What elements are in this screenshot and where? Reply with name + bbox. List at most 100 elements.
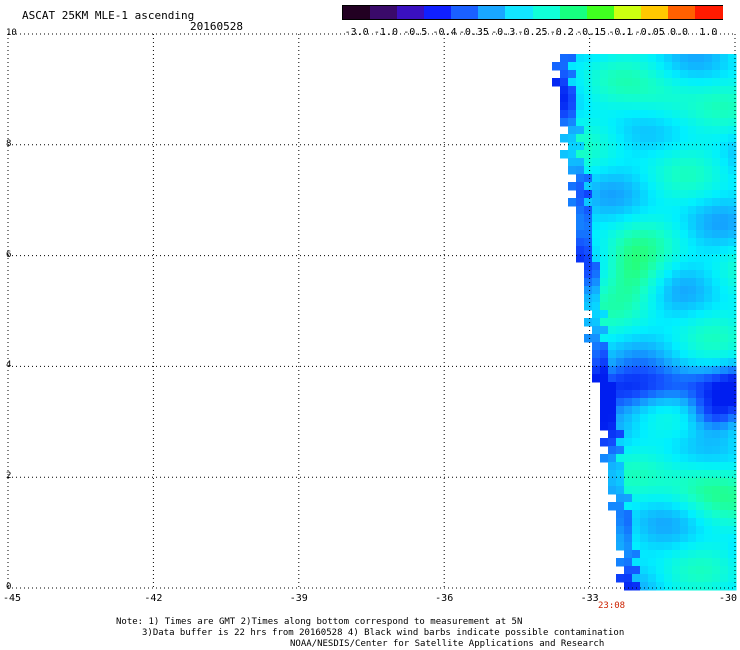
swath-cell — [672, 510, 681, 519]
swath-cell — [640, 534, 649, 543]
colorbar-label: -0.1 — [608, 27, 633, 38]
swath-cell — [656, 414, 665, 423]
swath-cell — [696, 310, 705, 319]
swath-cell — [672, 502, 681, 511]
swath-cell — [608, 310, 617, 319]
swath-cell — [664, 254, 673, 263]
swath-cell — [616, 326, 625, 335]
swath-cell — [720, 502, 729, 511]
swath-cell — [680, 222, 689, 231]
swath-cell — [712, 262, 721, 271]
swath-cell — [696, 126, 705, 135]
swath-cell — [704, 574, 713, 583]
swath-cell — [688, 430, 697, 439]
swath-cell — [648, 374, 657, 383]
swath-cell — [712, 558, 721, 567]
swath-cell — [608, 486, 617, 495]
swath-cell — [728, 582, 737, 591]
swath-cell — [608, 174, 617, 183]
swath-cell — [592, 198, 601, 207]
swath-cell — [648, 406, 657, 415]
swath-cell — [592, 158, 601, 167]
swath-cell — [688, 478, 697, 487]
swath-cell — [712, 358, 721, 367]
swath-cell — [712, 462, 721, 471]
swath-cell — [712, 518, 721, 527]
swath-cell — [728, 110, 737, 119]
swath-cell — [608, 430, 617, 439]
swath-cell — [696, 422, 705, 431]
swath-cell — [624, 414, 633, 423]
swath-cell — [688, 278, 697, 287]
swath-cell — [656, 206, 665, 215]
swath-cell — [640, 94, 649, 103]
swath-cell — [568, 118, 577, 127]
swath-cell — [648, 70, 657, 79]
swath-cell — [608, 270, 617, 279]
swath-cell — [632, 182, 641, 191]
swath-cell — [568, 94, 577, 103]
swath-cell — [624, 582, 633, 591]
swath-cell — [672, 518, 681, 527]
swath-cell — [656, 430, 665, 439]
swath-cell — [640, 366, 649, 375]
swath-cell — [672, 326, 681, 335]
swath-cell — [632, 118, 641, 127]
swath-cell — [688, 294, 697, 303]
swath-cell — [704, 118, 713, 127]
swath-cell — [656, 358, 665, 367]
swath-cell — [608, 406, 617, 415]
swath-cell — [704, 110, 713, 119]
swath-cell — [704, 462, 713, 471]
swath-cell — [672, 270, 681, 279]
swath-cell — [616, 278, 625, 287]
swath-cell — [672, 422, 681, 431]
swath-cell — [704, 390, 713, 399]
swath-cell — [720, 374, 729, 383]
swath-cell — [728, 86, 737, 95]
swath-cell — [696, 230, 705, 239]
swath-cell — [624, 94, 633, 103]
swath-cell — [648, 166, 657, 175]
swath-cell — [712, 238, 721, 247]
swath-cell — [648, 518, 657, 527]
swath-cell — [688, 374, 697, 383]
swath-cell — [672, 254, 681, 263]
swath-cell — [616, 54, 625, 63]
swath-cell — [712, 534, 721, 543]
swath-cell — [576, 62, 585, 71]
swath-cell — [624, 134, 633, 143]
swath-cell — [632, 102, 641, 111]
swath-cell — [688, 518, 697, 527]
swath-cell — [672, 54, 681, 63]
swath-cell — [680, 86, 689, 95]
colorbar-label: -0.5 — [403, 27, 428, 38]
swath-cell — [696, 182, 705, 191]
swath-cell — [656, 238, 665, 247]
colorbar-label: 1.0 — [699, 27, 718, 38]
swath-cell — [680, 454, 689, 463]
swath-cell — [624, 62, 633, 71]
swath-cell — [680, 318, 689, 327]
swath-cell — [672, 150, 681, 159]
swath-cell — [696, 326, 705, 335]
swath-cell — [608, 334, 617, 343]
swath-cell — [720, 70, 729, 79]
swath-cell — [720, 126, 729, 135]
swath-cell — [672, 566, 681, 575]
x-tick-label: -30 — [718, 593, 738, 604]
swath-cell — [712, 222, 721, 231]
swath-cell — [648, 110, 657, 119]
swath-cell — [568, 102, 577, 111]
swath-cell — [672, 190, 681, 199]
swath-cell — [728, 270, 737, 279]
swath-cell — [712, 574, 721, 583]
swath-cell — [656, 350, 665, 359]
swath-cell — [616, 262, 625, 271]
swath-cell — [704, 166, 713, 175]
swath-cell — [584, 126, 593, 135]
swath-cell — [696, 494, 705, 503]
swath-cell — [688, 574, 697, 583]
swath-cell — [592, 150, 601, 159]
swath-cell — [688, 94, 697, 103]
